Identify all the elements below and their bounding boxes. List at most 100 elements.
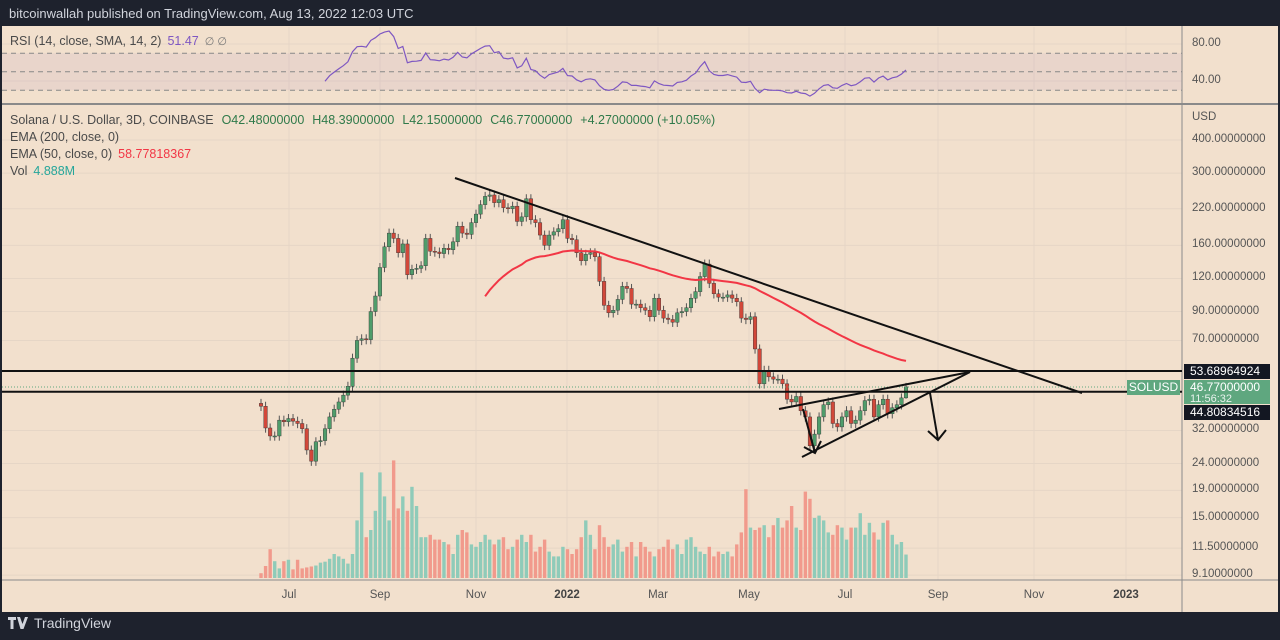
candle bbox=[711, 283, 716, 295]
volume-bar bbox=[886, 520, 890, 578]
price-tick-label: 32.00000000 bbox=[1192, 423, 1260, 436]
volume-bar bbox=[652, 556, 657, 578]
candle bbox=[460, 226, 465, 234]
chart-area[interactable] bbox=[2, 26, 1278, 612]
volume-bar bbox=[318, 562, 323, 578]
publisher-bar: bitcoinwallah published on TradingView.c… bbox=[0, 0, 1280, 26]
volume-bar bbox=[547, 551, 551, 578]
volume-bar bbox=[748, 527, 753, 578]
volume-bar bbox=[657, 549, 661, 578]
candle bbox=[862, 400, 867, 411]
candle bbox=[757, 348, 762, 385]
candle bbox=[455, 226, 460, 243]
drop-arrow-head bbox=[803, 440, 822, 455]
volume-bar bbox=[817, 515, 821, 578]
volume-bar bbox=[529, 534, 533, 578]
volume-bar bbox=[693, 546, 698, 578]
volume-bar bbox=[286, 559, 291, 578]
candle bbox=[620, 286, 625, 300]
symbol-title[interactable]: Solana / U.S. Dollar, 3D, COINBASE bbox=[10, 113, 214, 127]
candle bbox=[451, 241, 456, 250]
volume-bar bbox=[552, 556, 556, 578]
volume-bar bbox=[419, 537, 423, 578]
candle bbox=[281, 419, 286, 423]
volume-bar bbox=[309, 566, 314, 578]
ema200-label[interactable]: EMA (200, close, 0) bbox=[10, 130, 120, 144]
volume-bar bbox=[378, 472, 382, 578]
candle bbox=[483, 196, 488, 205]
candle bbox=[670, 319, 675, 323]
volume-bar bbox=[776, 518, 780, 578]
ema50-line bbox=[484, 249, 907, 362]
volume-bar bbox=[263, 566, 268, 578]
volume-bar bbox=[391, 460, 396, 578]
candle bbox=[574, 239, 579, 253]
candle bbox=[272, 435, 277, 438]
volume-bar bbox=[433, 539, 437, 578]
candle bbox=[638, 303, 643, 308]
volume-bar bbox=[808, 498, 812, 578]
volume-bar bbox=[488, 539, 492, 578]
candle bbox=[707, 263, 712, 284]
ema200-legend: EMA (200, close, 0) bbox=[10, 130, 119, 144]
volume-bar bbox=[881, 522, 885, 578]
volume-bar bbox=[460, 530, 464, 578]
candle bbox=[506, 207, 511, 209]
volume-bar bbox=[698, 551, 702, 578]
candle bbox=[725, 294, 730, 298]
wedge-upper-line bbox=[778, 371, 971, 410]
volume-bar bbox=[428, 534, 432, 578]
volume-bar bbox=[359, 472, 364, 578]
candle bbox=[876, 404, 881, 418]
candle bbox=[835, 423, 840, 428]
tradingview-logo[interactable]: TradingView bbox=[8, 615, 111, 631]
candle bbox=[666, 317, 671, 320]
volume-bar bbox=[762, 525, 766, 578]
volume-bar bbox=[456, 534, 460, 578]
volume-bar bbox=[780, 527, 785, 578]
price-tick-label: 24.00000000 bbox=[1192, 456, 1260, 469]
candle bbox=[350, 357, 355, 387]
candle bbox=[377, 267, 382, 297]
volume-bar bbox=[794, 527, 798, 578]
candle bbox=[698, 276, 703, 292]
volume-bar bbox=[510, 546, 515, 578]
candle bbox=[771, 376, 776, 380]
volume-bar bbox=[373, 510, 378, 578]
time-tick-label: Sep bbox=[927, 589, 949, 601]
candle bbox=[849, 410, 854, 424]
volume-bar bbox=[648, 551, 652, 578]
volume-bar bbox=[666, 539, 670, 578]
volume-bar bbox=[602, 537, 606, 578]
volume-bar bbox=[744, 489, 748, 578]
volume-bar bbox=[684, 539, 689, 578]
volume-bar bbox=[844, 539, 849, 578]
volume-bar bbox=[300, 568, 304, 578]
volume-bar bbox=[799, 530, 803, 578]
candle bbox=[323, 428, 328, 441]
volume-bar bbox=[675, 544, 679, 578]
candle bbox=[853, 419, 858, 424]
ema50-legend: EMA (50, close, 0) 58.77818367 bbox=[10, 147, 191, 161]
volume-bar bbox=[465, 532, 469, 578]
breakdown-arrow-line bbox=[929, 392, 939, 441]
candle bbox=[839, 416, 844, 428]
candle bbox=[538, 222, 543, 236]
volume-label[interactable]: Vol bbox=[10, 164, 28, 178]
volume-bar bbox=[469, 544, 474, 578]
candle bbox=[510, 205, 515, 209]
candle bbox=[551, 231, 556, 236]
volume-bar bbox=[556, 556, 561, 578]
ema50-label[interactable]: EMA (50, close, 0) bbox=[10, 147, 113, 161]
volume-bar bbox=[753, 530, 757, 578]
candle bbox=[689, 298, 694, 308]
time-tick-label: Sep bbox=[369, 589, 391, 601]
volume-bar bbox=[826, 532, 830, 578]
candle bbox=[492, 194, 497, 203]
volume-bar bbox=[538, 546, 542, 578]
volume-bar bbox=[520, 534, 524, 578]
volume-bar bbox=[337, 556, 341, 578]
current-price-label: 46.77000000 11:56:32 bbox=[1184, 380, 1270, 405]
downtrend-line bbox=[454, 177, 1083, 394]
